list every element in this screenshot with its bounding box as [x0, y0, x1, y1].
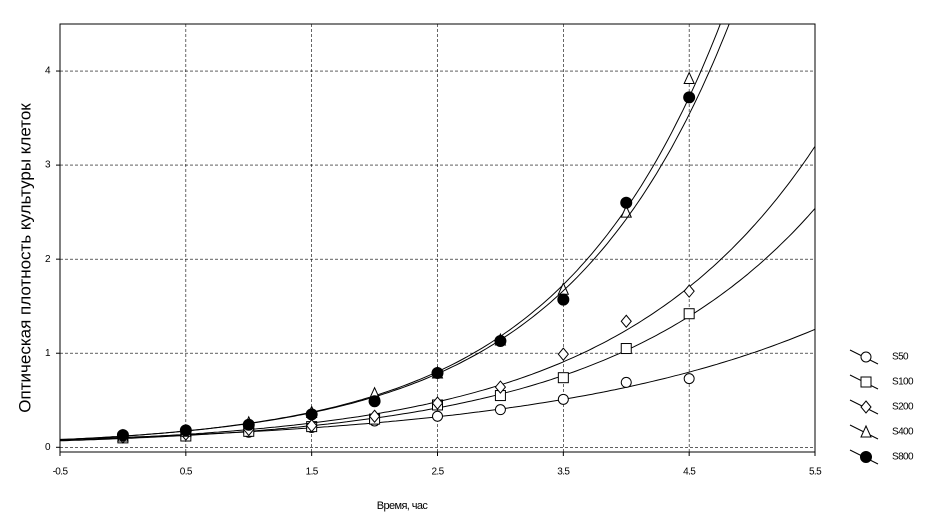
data-point — [683, 71, 695, 85]
data-point — [620, 196, 633, 209]
data-point — [557, 372, 569, 384]
data-point — [305, 408, 318, 421]
data-point — [557, 393, 569, 405]
data-point — [620, 376, 632, 388]
legend-label: S400 — [892, 427, 914, 438]
data-point — [683, 91, 696, 104]
legend-label: S800 — [892, 452, 914, 463]
y-tick-label: 2 — [45, 254, 51, 265]
y-tick-label: 3 — [45, 160, 51, 171]
data-point — [683, 308, 695, 320]
legend: S50 S100 S200 S400 S800 — [849, 349, 915, 465]
data-point — [368, 409, 381, 424]
legend-label: S50 — [892, 352, 909, 363]
plot-area — [60, 24, 815, 444]
data-point — [620, 343, 632, 355]
y-tick-label: 4 — [45, 66, 51, 77]
data-point — [683, 284, 695, 298]
legend-marker — [860, 400, 872, 414]
x-tick-label: 2.5 — [431, 467, 444, 478]
data-point — [179, 424, 192, 437]
y-tick-label: 0 — [45, 442, 51, 453]
data-point — [494, 404, 506, 416]
legend-marker — [860, 351, 872, 363]
data-point — [431, 396, 444, 410]
data-point — [620, 314, 632, 329]
legend-marker — [860, 376, 872, 388]
data-point — [431, 366, 444, 379]
x-tick-label: 0.5 — [180, 467, 193, 478]
x-tick-label: 1.5 — [306, 467, 319, 478]
legend-label: S100 — [892, 377, 914, 388]
x-tick-label: 3.5 — [557, 467, 570, 478]
data-point — [494, 380, 507, 394]
data-point — [494, 335, 507, 348]
x-tick-label: 5.5 — [809, 467, 822, 478]
legend-label: S200 — [892, 402, 914, 413]
data-point — [368, 395, 381, 408]
data-point — [432, 410, 443, 422]
data-point — [620, 204, 633, 218]
data-point — [306, 418, 318, 433]
x-tick-label: 4.5 — [683, 467, 696, 478]
data-point — [557, 282, 570, 295]
y-axis-label: Оптическая плотность культуры клеток — [15, 103, 34, 413]
y-tick-label: 1 — [45, 348, 51, 359]
data-point — [116, 429, 129, 442]
x-tick-label: -0.5 — [53, 467, 69, 478]
data-point — [557, 293, 570, 306]
legend-marker — [860, 451, 872, 463]
x-axis-label: Время, час — [377, 500, 429, 512]
data-point — [683, 373, 695, 385]
data-point — [557, 347, 569, 361]
legend-marker — [860, 424, 872, 438]
data-point — [242, 418, 255, 431]
